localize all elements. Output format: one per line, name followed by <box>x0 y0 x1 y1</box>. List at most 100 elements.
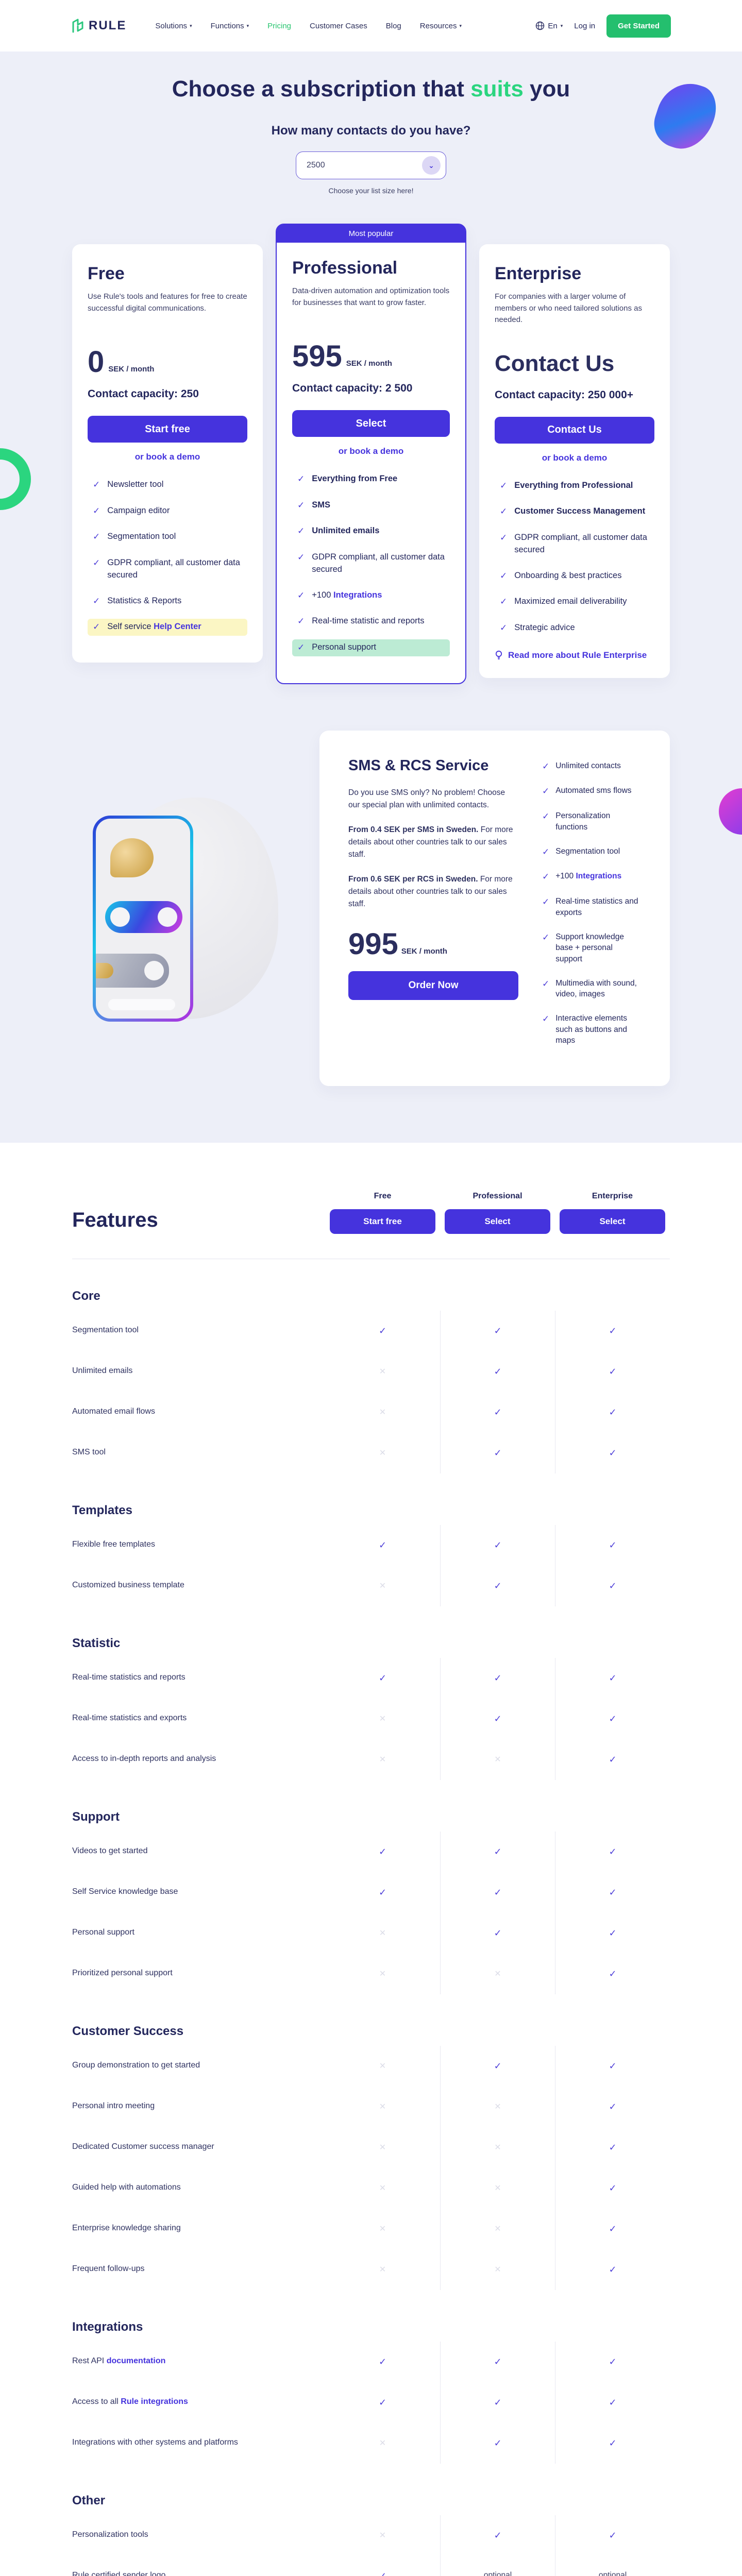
cross-icon: ✕ <box>379 1970 386 1979</box>
inline-link[interactable]: Rule integrations <box>121 2397 188 2406</box>
feature-value-cell: ✓ <box>555 2423 670 2464</box>
chevron-down-icon[interactable]: ⌄ <box>422 156 441 175</box>
check-icon: ✓ <box>609 2102 617 2112</box>
book-demo-link[interactable]: or book a demo <box>338 446 404 456</box>
book-demo-link[interactable]: or book a demo <box>134 452 200 462</box>
plan-column-name: Free <box>374 1192 392 1201</box>
check-icon: ✓ <box>609 2061 617 2072</box>
table-row: Enterprise knowledge sharing ✕ ✕ ✓ <box>72 2209 670 2250</box>
sms-card-title: SMS & RCS Service <box>348 757 489 774</box>
plan-feature-text: Unlimited emails <box>312 526 380 536</box>
feature-value-cell: ✓ <box>440 2382 555 2424</box>
nav-item-blog[interactable]: Blog <box>386 22 401 30</box>
check-icon: ✓ <box>93 557 100 568</box>
feature-label: Flexible free templates <box>72 1540 155 1549</box>
check-icon: ✓ <box>609 2142 617 2153</box>
check-icon: ✓ <box>542 897 550 907</box>
inline-link[interactable]: documentation <box>106 2357 166 2366</box>
plan-feature-text: Real-time statistic and reports <box>312 616 425 626</box>
check-icon: ✓ <box>609 1928 617 1939</box>
check-icon: ✓ <box>542 932 550 942</box>
plan-feature-text: +100 Integrations <box>312 590 382 600</box>
check-icon: ✓ <box>609 1540 617 1551</box>
check-icon: ✓ <box>297 552 305 562</box>
enterprise-read-more-link[interactable]: Read more about Rule Enterprise <box>495 650 654 660</box>
cross-icon: ✕ <box>379 2439 386 2448</box>
table-row: Customized business template ✕ ✓ ✓ <box>72 1566 670 1607</box>
nav-item-resources[interactable]: Resources ▾ <box>420 22 462 30</box>
check-icon: ✓ <box>542 846 550 857</box>
features-heading: Features <box>72 1209 158 1232</box>
plan-feature-item: ✓ Everything from Professional <box>495 478 654 495</box>
features-table-header: Features Free Start free Professional Selec… <box>72 1192 670 1237</box>
check-icon: ✓ <box>494 1448 502 1459</box>
plan-select-button[interactable]: Contact Us <box>495 416 654 444</box>
globe-icon <box>536 21 545 30</box>
sms-feature-item: ✓ Support knowledge base + personal suppo… <box>542 931 641 965</box>
sms-feature-text: +100 Integrations <box>555 872 622 881</box>
check-icon: ✓ <box>494 2397 502 2408</box>
table-row: Group demonstration to get started ✕ ✓ ✓ <box>72 2046 670 2087</box>
table-row: Unlimited emails ✕ ✓ ✓ <box>72 1351 670 1393</box>
feature-value-cell: ✓ <box>555 2382 670 2424</box>
check-icon: ✓ <box>494 2438 502 2449</box>
plan-select-button[interactable]: Select <box>292 410 450 437</box>
plan-feature-item: ✓ Onboarding & best practices <box>495 568 654 585</box>
inline-link[interactable]: Integrations <box>576 872 622 881</box>
plan-column-button[interactable]: Start free <box>330 1209 435 1234</box>
phone-footer-bar <box>108 998 175 1010</box>
plan-select-button[interactable]: Start free <box>88 416 247 443</box>
plan-column-button[interactable]: Select <box>560 1209 665 1234</box>
login-link[interactable]: Log in <box>574 21 596 30</box>
cross-icon: ✕ <box>379 1755 386 1765</box>
nav-item-pricing[interactable]: Pricing <box>267 22 291 30</box>
sms-feature-text: Unlimited contacts <box>555 761 621 770</box>
plan-column-button[interactable]: Select <box>445 1209 550 1234</box>
language-selector[interactable]: En ▾ <box>535 21 563 30</box>
cross-icon: ✕ <box>494 2143 501 2153</box>
sms-feature-text: Multimedia with sound, video, images <box>555 978 637 999</box>
feature-value-cell: ✕ <box>325 1699 440 1739</box>
feature-label: Guided help with automations <box>72 2183 181 2192</box>
check-icon: ✓ <box>609 2264 617 2275</box>
book-demo-link[interactable]: or book a demo <box>542 452 608 463</box>
check-icon: ✓ <box>494 1928 502 1939</box>
nav-item-solutions[interactable]: Solutions ▾ <box>155 22 192 30</box>
inline-link[interactable]: Help Center <box>154 622 201 632</box>
table-row: Personalization tools ✕ ✓ ✓ <box>72 2515 670 2556</box>
title-highlight: suits <box>470 76 524 101</box>
feature-section-title: Support <box>72 1810 120 1824</box>
nav-item-customer-cases[interactable]: Customer Cases <box>310 22 367 30</box>
check-icon: ✓ <box>609 2397 617 2408</box>
feature-value-cell: ✕ <box>325 2127 440 2168</box>
check-icon: ✓ <box>494 2061 502 2072</box>
check-icon: ✓ <box>494 2357 502 2367</box>
rule-logo[interactable]: RULE <box>71 18 126 33</box>
nav-item-functions[interactable]: Functions ▾ <box>211 22 249 30</box>
plan-feature-text: Self service Help Center <box>107 622 201 632</box>
cross-icon: ✕ <box>379 1582 386 1591</box>
sms-price-amount: 995 <box>348 927 398 961</box>
check-icon: ✓ <box>609 1714 617 1724</box>
feature-value-cell: ✕ <box>325 2168 440 2209</box>
inline-link[interactable]: Integrations <box>333 590 382 600</box>
feature-value-cell: ✓ <box>555 1658 670 1699</box>
plan-feature-text: SMS <box>312 500 331 510</box>
get-started-button[interactable]: Get Started <box>606 14 671 38</box>
select-value: 2500 <box>307 161 325 170</box>
feature-value-cell: ✕ <box>325 2249 440 2290</box>
feature-value-cell: ✓ <box>325 1525 440 1566</box>
sms-feature-text: Automated sms flows <box>555 786 632 795</box>
feature-label: Unlimited emails <box>72 1366 133 1376</box>
sms-feature-item: ✓ Automated sms flows <box>542 785 641 798</box>
table-row: SMS tool ✕ ✓ ✓ <box>72 1433 670 1474</box>
check-icon: ✓ <box>542 1014 550 1024</box>
check-icon: ✓ <box>378 1326 387 1336</box>
plan-feature-text: Maximized email deliverability <box>514 597 627 606</box>
plan-feature-text: Newsletter tool <box>107 480 164 489</box>
check-icon: ✓ <box>500 597 508 607</box>
contact-count-select[interactable]: 2500 ⌄ <box>296 151 446 179</box>
cross-icon: ✕ <box>379 2265 386 2275</box>
feature-section-title: Templates <box>72 1503 132 1518</box>
order-now-button[interactable]: Order Now <box>348 971 518 1000</box>
